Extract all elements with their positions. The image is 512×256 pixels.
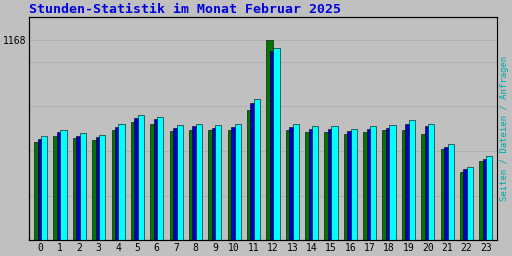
Bar xyxy=(99,135,105,240)
Bar xyxy=(483,159,489,240)
Bar xyxy=(467,166,473,240)
Bar xyxy=(73,138,79,240)
Bar xyxy=(57,132,63,240)
Text: Stunden-Statistik im Monat Februar 2025: Stunden-Statistik im Monat Februar 2025 xyxy=(29,3,341,16)
Bar xyxy=(157,117,163,240)
Bar xyxy=(80,133,86,240)
Bar xyxy=(402,130,408,240)
Bar xyxy=(273,48,280,240)
Y-axis label: Seiten / Dateien / Anfragen: Seiten / Dateien / Anfragen xyxy=(500,56,509,201)
Bar xyxy=(212,128,218,240)
Bar xyxy=(34,142,40,240)
Bar xyxy=(76,136,82,240)
Bar xyxy=(463,169,470,240)
Bar xyxy=(112,130,118,240)
Bar xyxy=(363,132,369,240)
Bar xyxy=(228,130,234,240)
Bar xyxy=(193,126,199,240)
Bar xyxy=(479,161,485,240)
Bar xyxy=(118,124,124,240)
Bar xyxy=(440,149,447,240)
Bar xyxy=(406,124,412,240)
Bar xyxy=(254,100,260,240)
Bar xyxy=(386,128,392,240)
Bar xyxy=(96,137,102,240)
Bar xyxy=(53,136,59,240)
Bar xyxy=(154,119,160,240)
Bar xyxy=(409,120,415,240)
Bar xyxy=(390,125,396,240)
Bar xyxy=(428,124,434,240)
Bar xyxy=(177,125,183,240)
Bar xyxy=(270,51,276,240)
Bar xyxy=(169,131,176,240)
Bar xyxy=(92,140,98,240)
Bar xyxy=(266,40,272,240)
Bar xyxy=(208,130,215,240)
Bar xyxy=(367,129,373,240)
Bar xyxy=(344,134,350,240)
Bar xyxy=(347,131,353,240)
Bar xyxy=(189,130,195,240)
Bar xyxy=(424,126,431,240)
Bar xyxy=(134,118,140,240)
Bar xyxy=(421,134,428,240)
Bar xyxy=(231,127,238,240)
Bar xyxy=(331,126,337,240)
Bar xyxy=(289,127,295,240)
Bar xyxy=(37,139,44,240)
Bar xyxy=(328,129,334,240)
Bar xyxy=(325,132,331,240)
Bar xyxy=(486,156,493,240)
Bar xyxy=(247,110,253,240)
Bar xyxy=(173,128,179,240)
Bar xyxy=(215,125,222,240)
Bar xyxy=(196,124,202,240)
Bar xyxy=(250,103,257,240)
Bar xyxy=(41,136,47,240)
Bar xyxy=(115,127,121,240)
Bar xyxy=(305,132,311,240)
Bar xyxy=(234,124,241,240)
Bar xyxy=(351,129,357,240)
Bar xyxy=(382,130,389,240)
Bar xyxy=(60,130,67,240)
Bar xyxy=(150,124,156,240)
Bar xyxy=(286,130,292,240)
Bar xyxy=(444,147,450,240)
Bar xyxy=(370,126,376,240)
Bar xyxy=(131,122,137,240)
Bar xyxy=(309,129,315,240)
Bar xyxy=(447,144,454,240)
Bar xyxy=(138,115,144,240)
Bar xyxy=(460,172,466,240)
Bar xyxy=(293,124,299,240)
Bar xyxy=(312,126,318,240)
